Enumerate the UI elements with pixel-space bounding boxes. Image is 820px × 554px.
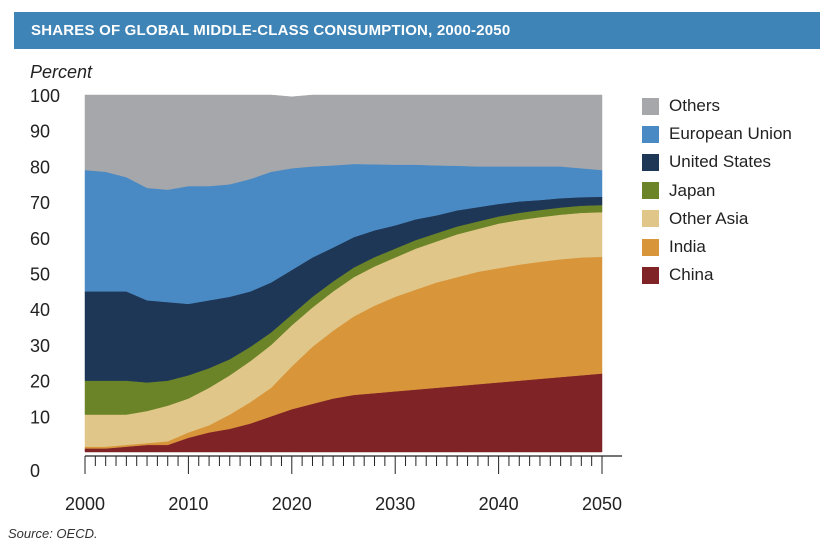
legend-swatch — [642, 210, 659, 228]
x-tick-label: 2010 — [168, 494, 208, 514]
x-tick-label: 2050 — [582, 494, 622, 514]
y-tick-label: 70 — [30, 193, 50, 213]
legend-swatch — [642, 182, 659, 200]
legend-item-china: China — [642, 261, 792, 289]
legend-label: Other Asia — [669, 208, 749, 228]
y-tick-label: 100 — [30, 86, 60, 106]
legend-label: Others — [669, 96, 721, 116]
y-tick-label: 60 — [30, 229, 50, 249]
x-tick-label: 2020 — [272, 494, 312, 514]
area-others — [84, 94, 603, 190]
legend-label: European Union — [669, 124, 792, 144]
chart-legend: Others European Union United States Japan Ot… — [642, 92, 792, 289]
legend-label: United States — [669, 152, 772, 172]
x-tick-label: 2000 — [65, 494, 105, 514]
y-tick-label: 10 — [30, 407, 50, 427]
legend-item-united-states: United States — [642, 148, 792, 176]
y-tick-label: 90 — [30, 122, 50, 142]
legend-swatch — [642, 125, 659, 143]
y-tick-label: 50 — [30, 265, 50, 285]
legend-item-european-union: European Union — [642, 120, 792, 148]
legend-swatch — [642, 97, 659, 115]
y-tick-label: 0 — [30, 461, 40, 481]
y-axis-label: Percent — [30, 62, 93, 82]
legend-label: China — [669, 265, 714, 285]
legend-swatch — [642, 238, 659, 256]
legend-swatch — [642, 153, 659, 171]
x-tick-label: 2030 — [375, 494, 415, 514]
legend-item-other-asia: Other Asia — [642, 205, 792, 233]
legend-item-others: Others — [642, 92, 792, 120]
chart-title: SHARES OF GLOBAL MIDDLE-CLASS CONSUMPTIO… — [31, 22, 511, 39]
source-note: Source: OECD. — [8, 526, 98, 541]
legend-item-india: India — [642, 233, 792, 261]
chart-title-bar: SHARES OF GLOBAL MIDDLE-CLASS CONSUMPTIO… — [14, 12, 820, 49]
legend-label: Japan — [669, 180, 716, 200]
y-tick-label: 40 — [30, 300, 50, 320]
legend-item-japan: Japan — [642, 177, 792, 205]
y-tick-label: 30 — [30, 336, 50, 356]
legend-label: India — [669, 237, 706, 257]
y-tick-label: 20 — [30, 372, 50, 392]
x-tick-label: 2040 — [479, 494, 519, 514]
legend-swatch — [642, 266, 659, 284]
y-tick-label: 80 — [30, 157, 50, 177]
